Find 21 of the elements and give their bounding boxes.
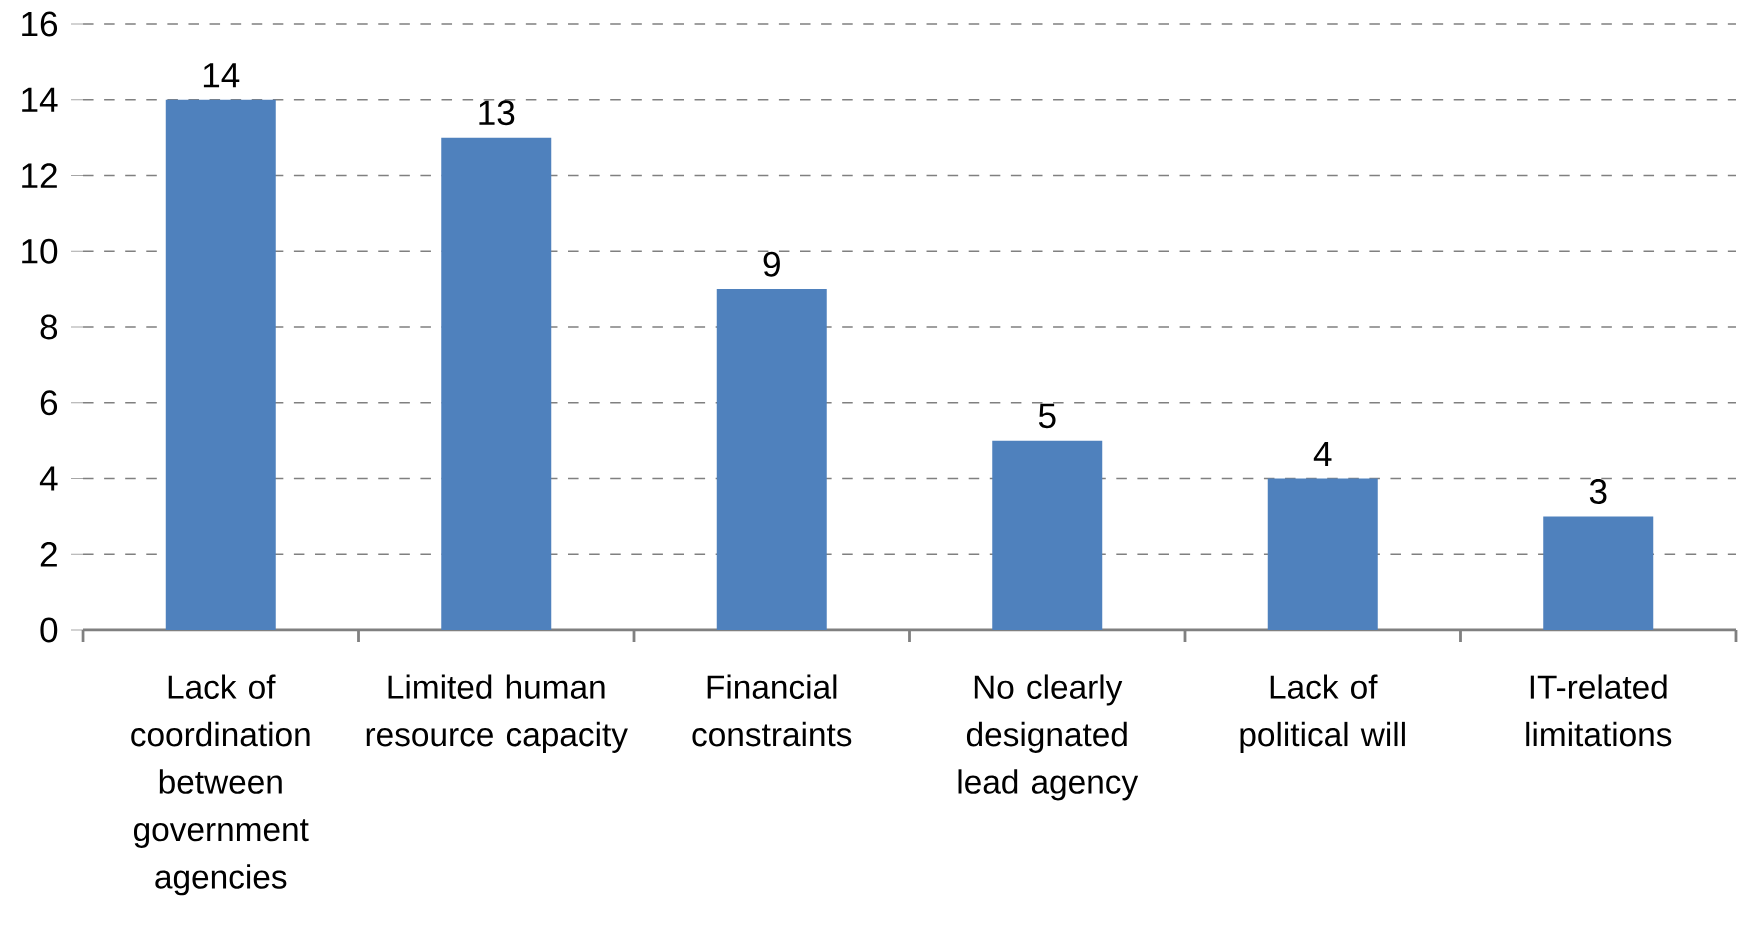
- x-tick-label: Limited human resource capacity: [366, 674, 628, 754]
- y-tick-label: 6: [40, 390, 58, 416]
- y-tick-label: 12: [22, 163, 57, 188]
- x-tick-label: Lack of coordination between government agencies: [131, 674, 310, 896]
- y-tick-label: 16: [22, 11, 58, 37]
- y-tick-label: 0: [40, 617, 58, 643]
- data-label: 3: [1589, 479, 1607, 504]
- data-label: 9: [763, 251, 780, 277]
- x-tick-label: Financial constraints: [692, 674, 852, 747]
- data-label: 14: [203, 63, 240, 88]
- y-tick-label: 2: [40, 542, 57, 567]
- x-tick-label: No clearly designated lead agency: [958, 674, 1139, 801]
- y-tick-label: 4: [39, 466, 58, 491]
- x-tick-label: Lack of political will: [1240, 674, 1405, 754]
- y-tick-label: 14: [22, 87, 58, 112]
- data-label: 13: [479, 100, 515, 126]
- data-label: 5: [1038, 403, 1056, 429]
- data-label: 4: [1313, 441, 1332, 467]
- x-tick-label: IT-related limitations: [1526, 674, 1672, 747]
- y-tick-label: 8: [40, 314, 58, 340]
- y-tick-label: 10: [22, 238, 58, 264]
